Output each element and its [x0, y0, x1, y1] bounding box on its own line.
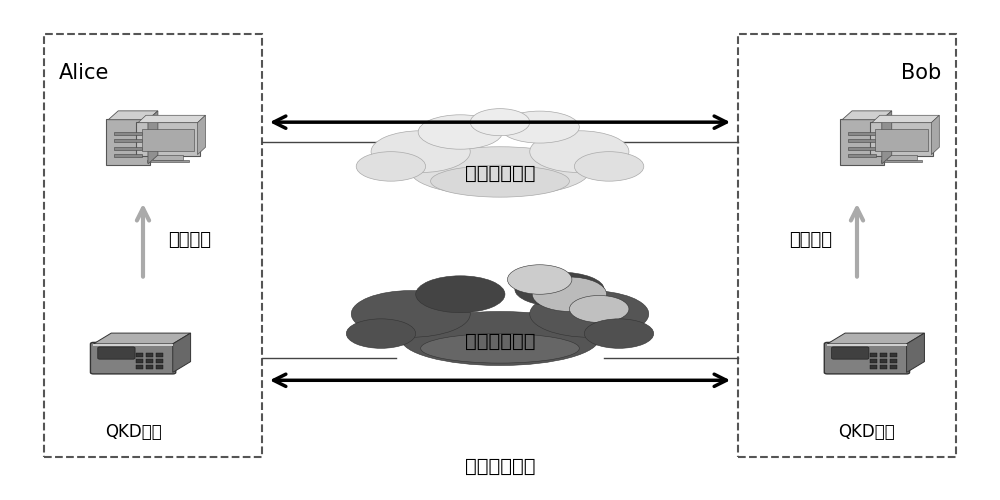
Ellipse shape	[500, 111, 579, 143]
Ellipse shape	[532, 277, 607, 312]
Bar	[136, 354, 143, 357]
Bar	[136, 365, 143, 369]
Polygon shape	[108, 111, 158, 120]
Polygon shape	[173, 333, 191, 372]
Ellipse shape	[411, 147, 589, 196]
Ellipse shape	[416, 276, 505, 312]
FancyBboxPatch shape	[136, 122, 200, 156]
Bar	[114, 132, 142, 135]
Ellipse shape	[569, 296, 629, 322]
Bar	[146, 354, 153, 357]
Bar	[881, 160, 922, 162]
Ellipse shape	[421, 334, 579, 363]
Bar	[114, 154, 142, 158]
Ellipse shape	[507, 264, 572, 294]
Text: 量子通信网络: 量子通信网络	[465, 332, 535, 350]
Polygon shape	[882, 111, 892, 164]
Bar	[114, 146, 142, 150]
Polygon shape	[148, 111, 158, 164]
Ellipse shape	[401, 312, 599, 366]
Ellipse shape	[346, 319, 416, 348]
Bar	[136, 359, 143, 363]
Ellipse shape	[584, 319, 654, 348]
Text: QKD设备: QKD设备	[105, 423, 161, 441]
FancyBboxPatch shape	[840, 118, 884, 165]
Bar	[890, 359, 897, 363]
Bar	[875, 129, 928, 151]
Ellipse shape	[470, 108, 530, 136]
Bar	[870, 365, 877, 369]
Bar	[848, 146, 876, 150]
Ellipse shape	[515, 272, 604, 306]
Bar	[890, 365, 897, 369]
Ellipse shape	[356, 152, 426, 181]
Ellipse shape	[530, 290, 649, 338]
Bar	[146, 359, 153, 363]
Bar	[848, 132, 876, 135]
Polygon shape	[842, 111, 892, 120]
Polygon shape	[872, 116, 939, 122]
Text: Alice: Alice	[59, 63, 109, 83]
Polygon shape	[198, 116, 205, 154]
Bar	[880, 365, 887, 369]
FancyBboxPatch shape	[832, 347, 869, 359]
FancyBboxPatch shape	[870, 122, 933, 156]
Bar	[114, 139, 142, 142]
Bar	[890, 354, 897, 357]
Ellipse shape	[371, 131, 470, 172]
Bar	[880, 354, 887, 357]
Text: 经典信道网络: 经典信道网络	[465, 164, 535, 184]
Bar	[156, 365, 163, 369]
Bar	[848, 139, 876, 142]
Ellipse shape	[431, 165, 569, 197]
Bar	[153, 154, 183, 160]
Text: 量子密鑰: 量子密鑰	[168, 231, 211, 249]
Ellipse shape	[418, 115, 502, 149]
Bar	[146, 365, 153, 369]
Ellipse shape	[351, 290, 470, 338]
Text: 量子密鑰生成: 量子密鑰生成	[465, 457, 535, 476]
FancyBboxPatch shape	[106, 118, 150, 165]
Bar	[870, 354, 877, 357]
Polygon shape	[907, 333, 924, 372]
Text: QKD设备: QKD设备	[839, 423, 895, 441]
Ellipse shape	[530, 131, 629, 172]
FancyBboxPatch shape	[824, 342, 910, 374]
Bar	[156, 359, 163, 363]
Ellipse shape	[574, 152, 644, 181]
Bar	[142, 129, 194, 151]
Bar	[870, 359, 877, 363]
Text: 量子密鑰: 量子密鑰	[789, 231, 832, 249]
Polygon shape	[827, 333, 924, 344]
Bar	[156, 354, 163, 357]
Bar	[147, 160, 189, 162]
FancyBboxPatch shape	[98, 347, 135, 359]
Bar	[887, 154, 916, 160]
Bar	[848, 154, 876, 158]
Bar	[93, 344, 173, 346]
FancyBboxPatch shape	[90, 342, 176, 374]
Polygon shape	[931, 116, 939, 154]
Polygon shape	[93, 333, 191, 344]
Polygon shape	[138, 116, 205, 122]
Text: Bob: Bob	[901, 63, 941, 83]
Bar	[827, 344, 907, 346]
Bar	[880, 359, 887, 363]
